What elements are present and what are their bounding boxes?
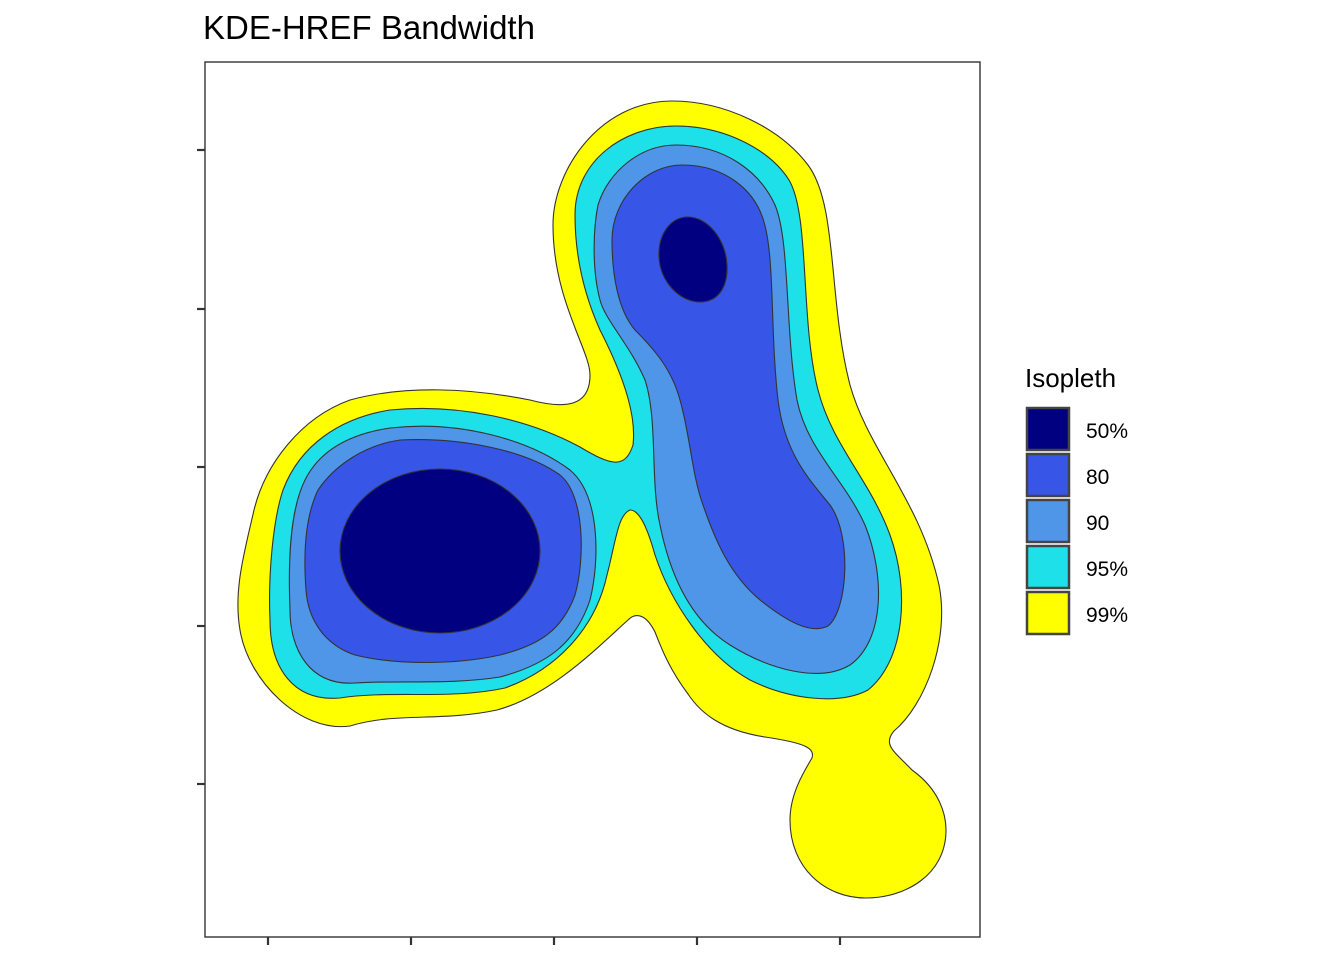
legend-key-95 — [1025, 544, 1071, 590]
y-axis — [197, 148, 205, 786]
legend-label-90: 90 — [1086, 512, 1109, 535]
legend-key-99 — [1025, 590, 1071, 636]
panel-border — [204, 61, 981, 938]
legend-label-99: 99% — [1086, 604, 1128, 627]
legend-title: Isopleth — [1025, 363, 1116, 393]
chart-title: KDE-HREF Bandwidth — [203, 9, 535, 46]
legend-label-80: 80 — [1086, 466, 1109, 489]
legend-label-50: 50% — [1086, 420, 1128, 443]
x-axis — [266, 937, 842, 945]
plot-panel — [204, 61, 981, 938]
legend-label-95: 95% — [1086, 558, 1128, 581]
isopleth-50-west — [339, 468, 541, 634]
legend-key-50 — [1025, 406, 1071, 452]
isopleth-50-northeast — [658, 216, 728, 303]
legend: Isopleth 50% 80 90 95% 99% — [1025, 363, 1128, 636]
legend-key-80 — [1025, 452, 1071, 498]
legend-key-90 — [1025, 498, 1071, 544]
